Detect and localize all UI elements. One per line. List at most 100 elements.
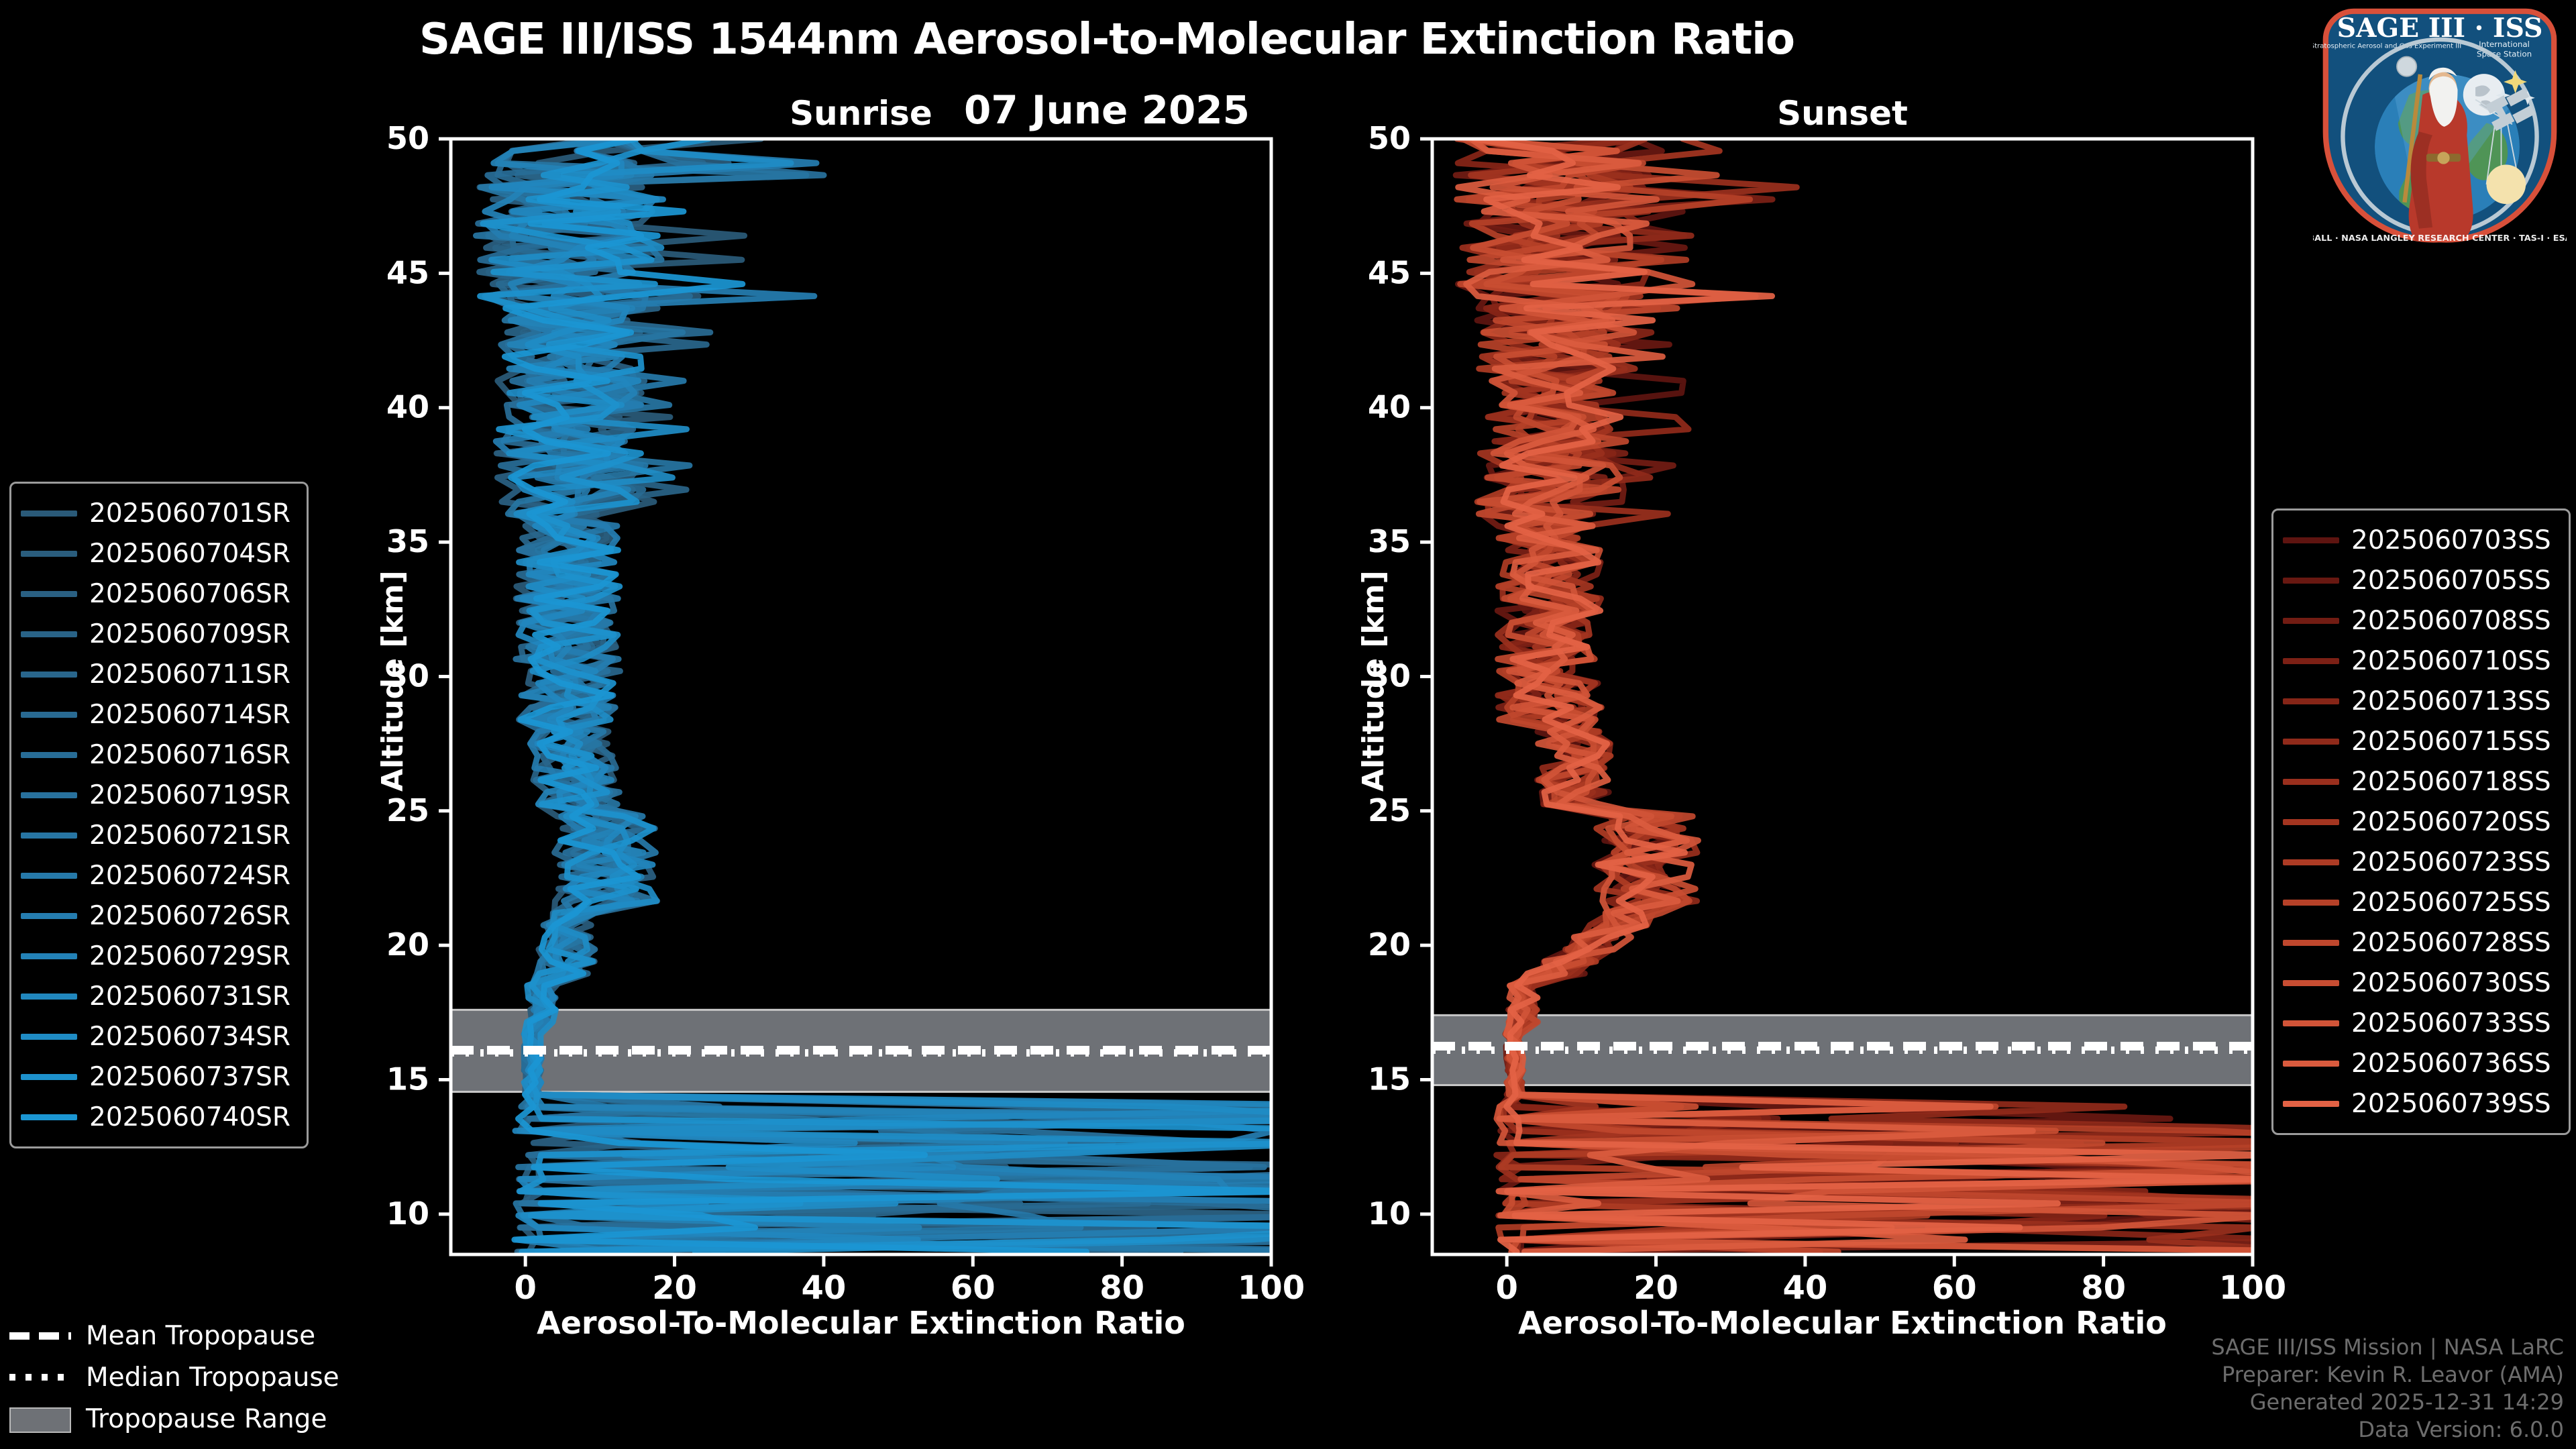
legend-item[interactable]: 2025060709SR bbox=[21, 614, 294, 654]
legend-item[interactable]: 2025060730SS bbox=[2283, 963, 2557, 1003]
legend-item[interactable]: 2025060731SR bbox=[21, 976, 294, 1016]
legend-item[interactable]: 2025060728SS bbox=[2283, 922, 2557, 963]
legend-color-swatch-icon bbox=[2283, 657, 2339, 664]
y-axis-tick-label: 10 bbox=[386, 1195, 429, 1232]
y-axis-tick-label: 40 bbox=[1368, 389, 1411, 425]
legend-label: 2025060703SS bbox=[2351, 525, 2551, 555]
y-axis-tick-label: 15 bbox=[1368, 1061, 1411, 1097]
legend-item[interactable]: 2025060725SS bbox=[2283, 882, 2557, 922]
y-axis-tick-label: 50 bbox=[386, 120, 429, 156]
legend-item[interactable]: 2025060739SS bbox=[2283, 1083, 2557, 1124]
legend-label: 2025060726SR bbox=[89, 900, 290, 931]
x-axis-label-sunrise: Aerosol-To-Molecular Extinction Ratio bbox=[537, 1305, 1185, 1341]
legend-item[interactable]: 2025060713SS bbox=[2283, 681, 2557, 721]
legend-item[interactable]: 2025060706SR bbox=[21, 574, 294, 614]
series-line bbox=[501, 139, 1271, 1254]
legend-item[interactable]: 2025060724SR bbox=[21, 855, 294, 896]
y-axis-tick-label: 25 bbox=[386, 792, 429, 828]
legend-color-swatch-icon bbox=[2283, 698, 2339, 704]
legend-color-swatch-icon bbox=[21, 993, 77, 1000]
legend-item-median-tropopause: Median Tropopause bbox=[9, 1356, 339, 1398]
legend-label: 2025060729SR bbox=[89, 941, 290, 971]
legend-label: 2025060711SR bbox=[89, 659, 290, 690]
legend-color-swatch-icon bbox=[21, 792, 77, 798]
legend-label: 2025060725SS bbox=[2351, 887, 2551, 918]
legend-item[interactable]: 2025060710SS bbox=[2283, 641, 2557, 681]
legend-label: 2025060716SR bbox=[89, 739, 290, 770]
legend-item[interactable]: 2025060733SS bbox=[2283, 1003, 2557, 1043]
legend-color-swatch-icon bbox=[21, 631, 77, 637]
legend-item[interactable]: 2025060737SR bbox=[21, 1057, 294, 1097]
legend-item[interactable]: 2025060703SS bbox=[2283, 520, 2557, 560]
legend-item[interactable]: 2025060701SR bbox=[21, 493, 294, 533]
legend-item[interactable]: 2025060719SR bbox=[21, 775, 294, 815]
legend-item[interactable]: 2025060715SS bbox=[2283, 721, 2557, 761]
legend-color-swatch-icon bbox=[2283, 1020, 2339, 1026]
y-axis-tick-label: 35 bbox=[386, 523, 429, 559]
legend-item[interactable]: 2025060711SR bbox=[21, 654, 294, 694]
credit-mission: SAGE III/ISS Mission | NASA LaRC bbox=[2211, 1334, 2564, 1360]
x-axis-tick-label: 80 bbox=[2081, 1269, 2126, 1307]
x-axis-tick-label: 100 bbox=[1238, 1269, 1305, 1307]
credit-preparer: Preparer: Kevin R. Leavor (AMA) bbox=[2221, 1362, 2564, 1388]
legend-color-swatch-icon bbox=[2283, 899, 2339, 906]
legend-item[interactable]: 2025060726SR bbox=[21, 896, 294, 936]
legend-sunrise[interactable]: 2025060701SR 2025060704SR 2025060706SR 2025… bbox=[9, 482, 309, 1148]
panel-title-sunrise: Sunrise bbox=[790, 94, 932, 133]
y-axis-tick-label: 45 bbox=[386, 254, 429, 290]
legend-color-swatch-icon bbox=[2283, 617, 2339, 624]
legend-item[interactable]: 2025060740SR bbox=[21, 1097, 294, 1137]
legend-item[interactable]: 2025060705SS bbox=[2283, 560, 2557, 600]
x-axis-tick-label: 20 bbox=[652, 1269, 697, 1307]
legend-item[interactable]: 2025060704SR bbox=[21, 533, 294, 574]
legend-sunset[interactable]: 2025060703SS 2025060705SS 2025060708SS 2025… bbox=[2271, 508, 2571, 1135]
legend-label: 2025060740SR bbox=[89, 1102, 290, 1132]
legend-item[interactable]: 2025060708SS bbox=[2283, 600, 2557, 641]
y-axis-tick-label: 25 bbox=[1368, 792, 1411, 828]
y-axis-tick-label: 20 bbox=[1368, 926, 1411, 963]
wizard-figure-icon bbox=[2408, 67, 2473, 241]
legend-color-swatch-icon bbox=[21, 1114, 77, 1120]
legend-color-swatch-icon bbox=[2283, 738, 2339, 745]
x-axis-tick-label: 60 bbox=[1932, 1269, 1977, 1307]
legend-color-swatch-icon bbox=[21, 912, 77, 919]
x-axis-tick-label: 80 bbox=[1099, 1269, 1144, 1307]
legend-label: 2025060710SS bbox=[2351, 645, 2551, 676]
legend-item[interactable]: 2025060720SS bbox=[2283, 802, 2557, 842]
x-axis-tick-label: 40 bbox=[1783, 1269, 1828, 1307]
y-axis-tick-label: 45 bbox=[1368, 254, 1411, 290]
legend-label: 2025060705SS bbox=[2351, 565, 2551, 596]
plot-frame bbox=[449, 137, 1273, 1256]
y-axis-tick-label: 15 bbox=[386, 1061, 429, 1097]
legend-label: 2025060733SS bbox=[2351, 1008, 2551, 1038]
legend-item[interactable]: 2025060734SR bbox=[21, 1016, 294, 1057]
legend-label: 2025060739SS bbox=[2351, 1088, 2551, 1119]
panel-title-sunset: Sunset bbox=[1777, 94, 1908, 133]
stars-icon bbox=[2496, 70, 2535, 105]
legend-color-swatch-icon bbox=[2283, 818, 2339, 825]
sun-icon bbox=[2486, 164, 2526, 205]
legend-item[interactable]: 2025060718SS bbox=[2283, 761, 2557, 802]
plot-frame bbox=[1430, 137, 2255, 1256]
x-axis-tick-label: 20 bbox=[1633, 1269, 1678, 1307]
legend-item[interactable]: 2025060723SS bbox=[2283, 842, 2557, 882]
legend-label: 2025060731SR bbox=[89, 981, 290, 1012]
legend-label: 2025060718SS bbox=[2351, 766, 2551, 797]
x-axis-tick-label: 40 bbox=[802, 1269, 847, 1307]
staff-icon bbox=[2402, 74, 2423, 203]
logo-sub-right-1: International bbox=[2479, 40, 2530, 49]
legend-label-range: Tropopause Range bbox=[86, 1403, 327, 1434]
legend-label: 2025060721SR bbox=[89, 820, 290, 851]
sage-iii-iss-mission-patch-logo: SAGE III · ISS Stratospheric Aerosol and… bbox=[2313, 8, 2567, 244]
y-axis-tick-label: 10 bbox=[1368, 1195, 1411, 1232]
iss-solar-panels-icon bbox=[2485, 88, 2536, 131]
legend-label: 2025060728SS bbox=[2351, 927, 2551, 958]
legend-item[interactable]: 2025060716SR bbox=[21, 735, 294, 775]
median-tropopause-line-icon bbox=[9, 1369, 71, 1385]
legend-item[interactable]: 2025060721SR bbox=[21, 815, 294, 855]
legend-color-swatch-icon bbox=[2283, 859, 2339, 865]
legend-item[interactable]: 2025060736SS bbox=[2283, 1043, 2557, 1083]
legend-item[interactable]: 2025060714SR bbox=[21, 694, 294, 735]
legend-item[interactable]: 2025060729SR bbox=[21, 936, 294, 976]
logo-sub-left: Stratospheric Aerosol and Gas Experiment… bbox=[2313, 43, 2461, 50]
